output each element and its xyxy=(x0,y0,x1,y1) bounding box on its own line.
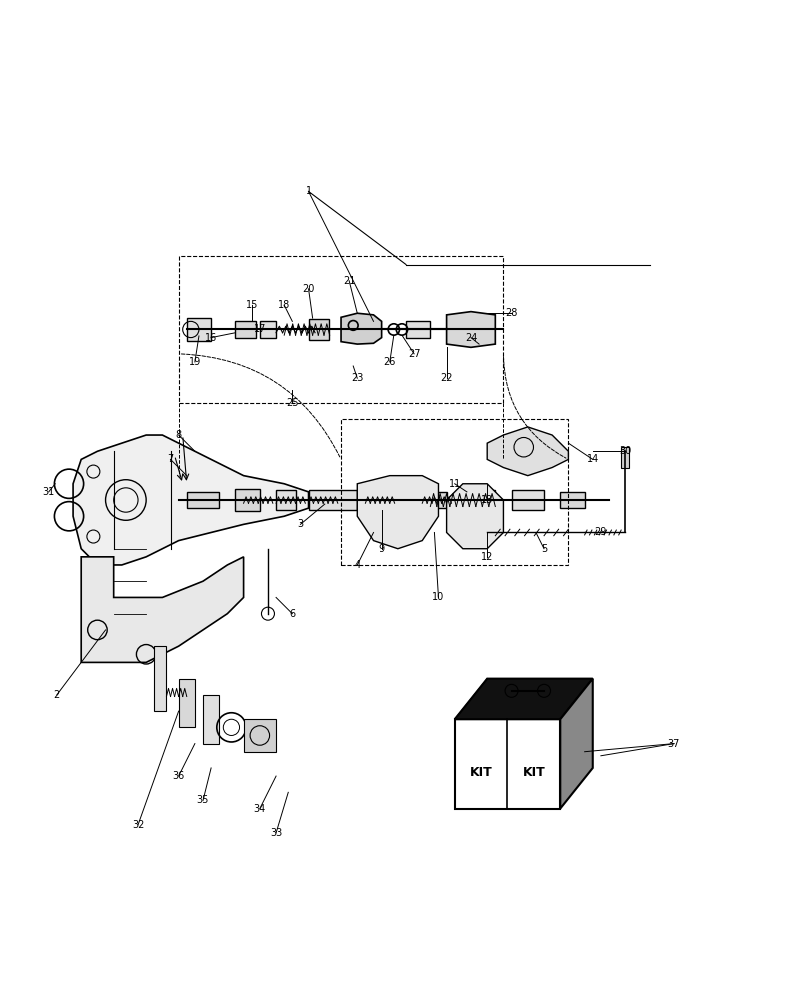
Bar xyxy=(422,492,446,508)
Polygon shape xyxy=(341,313,381,344)
Text: 12: 12 xyxy=(480,552,493,562)
Text: 25: 25 xyxy=(285,398,298,408)
Text: 17: 17 xyxy=(253,324,266,334)
Bar xyxy=(235,321,255,338)
Text: 34: 34 xyxy=(253,804,266,814)
Text: 22: 22 xyxy=(440,373,453,383)
Text: 23: 23 xyxy=(350,373,363,383)
Polygon shape xyxy=(81,557,243,662)
Text: 9: 9 xyxy=(378,544,384,554)
Text: 14: 14 xyxy=(586,454,599,464)
Text: 18: 18 xyxy=(277,300,290,310)
Bar xyxy=(187,318,211,341)
Text: 1: 1 xyxy=(305,186,311,196)
Bar xyxy=(308,319,328,340)
Text: 15: 15 xyxy=(245,300,258,310)
Bar xyxy=(511,490,543,510)
Text: KIT: KIT xyxy=(469,766,492,779)
Text: 31: 31 xyxy=(42,487,55,497)
Text: 32: 32 xyxy=(131,820,144,830)
Text: 5: 5 xyxy=(540,544,547,554)
Text: 24: 24 xyxy=(464,333,477,343)
Bar xyxy=(178,679,195,727)
Polygon shape xyxy=(487,427,568,476)
Text: 20: 20 xyxy=(302,284,315,294)
Text: 8: 8 xyxy=(175,430,182,440)
Polygon shape xyxy=(560,679,592,809)
Polygon shape xyxy=(454,679,592,719)
Bar xyxy=(454,719,560,809)
Text: 10: 10 xyxy=(431,592,444,602)
Text: 3: 3 xyxy=(297,519,303,529)
Bar xyxy=(260,321,276,338)
Text: 27: 27 xyxy=(407,349,420,359)
Text: 6: 6 xyxy=(289,609,295,619)
Bar xyxy=(187,492,219,508)
Bar xyxy=(243,719,276,752)
Bar xyxy=(203,695,219,744)
Text: 37: 37 xyxy=(667,739,680,749)
Text: 7: 7 xyxy=(167,454,174,464)
Bar xyxy=(406,321,430,338)
Bar xyxy=(154,646,166,711)
Bar xyxy=(373,490,406,510)
Text: 28: 28 xyxy=(504,308,517,318)
Text: 16: 16 xyxy=(204,333,217,343)
Text: 21: 21 xyxy=(342,276,355,286)
Polygon shape xyxy=(73,435,308,565)
Text: 2: 2 xyxy=(54,690,60,700)
Text: 30: 30 xyxy=(618,446,631,456)
Bar xyxy=(560,492,584,508)
Bar xyxy=(308,490,357,510)
Text: 33: 33 xyxy=(269,828,282,838)
Text: 11: 11 xyxy=(448,479,461,489)
Bar xyxy=(462,490,495,510)
Text: 26: 26 xyxy=(383,357,396,367)
Bar xyxy=(620,447,629,468)
Text: 36: 36 xyxy=(172,771,185,781)
Text: 19: 19 xyxy=(188,357,201,367)
Text: 29: 29 xyxy=(594,527,607,537)
Bar xyxy=(235,489,260,511)
Text: 4: 4 xyxy=(354,560,360,570)
Polygon shape xyxy=(446,312,495,347)
Text: KIT: KIT xyxy=(521,766,545,779)
Bar xyxy=(276,490,296,510)
Text: 13: 13 xyxy=(480,495,493,505)
Polygon shape xyxy=(446,484,503,549)
Text: 35: 35 xyxy=(196,795,209,805)
Polygon shape xyxy=(357,476,438,549)
